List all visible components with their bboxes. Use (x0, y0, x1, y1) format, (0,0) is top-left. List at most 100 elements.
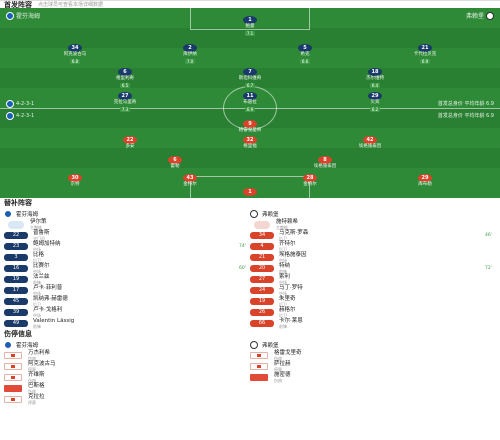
sub-player[interactable]: 20 特纳 前锋 72' (250, 263, 496, 274)
sub-info: 鲍姆加特纳 中场 (33, 241, 61, 252)
injury-item[interactable]: 萨拉赫 停赛 (250, 361, 496, 372)
sub-position: 中场 (33, 290, 41, 296)
home-player[interactable]: 29 贝宾 6.2 (350, 92, 400, 113)
home-player[interactable]: 27 克拉马里奇 7.3 (100, 92, 150, 113)
injury-item[interactable]: 阿克波古马 停赛 (4, 361, 250, 372)
home-player[interactable]: 5 希克 6.6 (280, 44, 330, 65)
home-player[interactable]: 21 卡代拉贝克 6.9 (400, 44, 450, 65)
sub-player[interactable]: 26 赫格尔 后卫 (250, 307, 496, 318)
away-player[interactable]: 28 金特尔 (285, 174, 335, 188)
subs-title: 替补阵容 (4, 199, 32, 207)
sub-player[interactable]: 45 凯纳弗·赫雷德 后卫 (4, 296, 250, 307)
sub-number: 49 (4, 320, 28, 327)
sub-number: 24 (250, 287, 274, 294)
sub-position: 中场 (33, 268, 41, 274)
sub-player[interactable]: 39 卢卡·戈格利 中场 (4, 307, 250, 318)
sub-position: 后卫 (279, 312, 287, 318)
sub-info: 索利 中场 (279, 274, 290, 285)
sub-name: 法兰兹 (33, 273, 50, 280)
home-injury-team: 霍芬海姆 (4, 339, 250, 350)
sub-player[interactable]: 66 卡尔·莱恩 前锋 (250, 318, 496, 329)
sub-number: 39 (4, 309, 28, 316)
home-player[interactable]: 6 格里利奇 6.5 (100, 68, 150, 89)
player-rating: 6.8 (69, 59, 81, 64)
injury-item[interactable]: 巴斯格 伤病 (4, 383, 250, 394)
away-player[interactable]: 30 京特 (50, 174, 100, 188)
away-team-tag[interactable]: 弗赖堡 (466, 11, 494, 20)
home-coach-row[interactable]: 霍芬海姆 (4, 208, 250, 219)
injuries-columns: 霍芬海姆 万杰利希 伤病 阿克波古马 停赛 齐维斯 伤病 巴斯格 伤病 克拉拉 停赛 弗赖… (0, 339, 500, 405)
away-coach[interactable]: 施特赖希 主教练 (250, 219, 496, 230)
player-number: 1 (243, 16, 257, 24)
player-rating: 6.4 (369, 83, 381, 88)
sub-number: 19 (250, 298, 274, 305)
injury-player: 施密德 (274, 371, 291, 378)
home-team-tag[interactable]: 霍芬海姆 (6, 11, 40, 20)
injury-item[interactable]: 万杰利希 伤病 (4, 350, 250, 361)
sub-info: 比格 后卫 (33, 252, 44, 263)
home-player[interactable]: 18 杰尔维特 6.4 (350, 68, 400, 89)
sub-number: 34 (250, 232, 274, 239)
player-name: 多安 (125, 144, 135, 149)
home-player[interactable]: 1 鲍曼 7.1 (225, 16, 275, 37)
away-injury-team: 弗赖堡 (250, 339, 496, 350)
player-name: 布雷拉 (243, 100, 257, 105)
player-name: 埃格施泰因 (313, 164, 337, 169)
player-number: 1 (243, 188, 257, 196)
injury-icon (250, 352, 268, 359)
sub-name: 卢卡·戈格利 (33, 306, 63, 313)
player-name: 希克 (300, 52, 310, 57)
player-name: 鲍曼 (245, 24, 255, 29)
away-player[interactable]: 43 金特尔 (165, 174, 215, 188)
away-player[interactable]: 29 库布勒 (400, 174, 450, 188)
sub-player[interactable]: 22 普鲁斯 守门员 (4, 230, 250, 241)
sub-player[interactable]: 16 比赛尔 中场 60' (4, 263, 250, 274)
home-team-name: 霍芬海姆 (16, 13, 41, 20)
away-player[interactable]: 1 (225, 188, 275, 196)
sub-player[interactable]: 4 齐特尔 后卫 (250, 241, 496, 252)
injury-item[interactable]: 齐维斯 伤病 (4, 372, 250, 383)
sub-player[interactable]: 24 马丁·罗特 中场 (250, 285, 496, 296)
away-player[interactable]: 8 埃格施泰因 (300, 156, 350, 170)
home-player[interactable]: 34 阿克波古马 6.8 (50, 44, 100, 65)
injury-item[interactable]: 格雷戈里奇 伤病 (250, 350, 496, 361)
player-number: 34 (68, 44, 82, 52)
injury-icon (4, 396, 22, 403)
away-player[interactable]: 22 多安 (105, 136, 155, 150)
away-player[interactable]: 42 埃格施泰因 (345, 136, 395, 150)
coach-info: 伊尔策 主教练 (30, 219, 47, 230)
home-player[interactable]: 2 库伊纳 7.0 (165, 44, 215, 65)
player-name: 斯坦科维奇 (238, 76, 262, 81)
sub-player[interactable]: 21 埃格施泰因 中场 (250, 252, 496, 263)
player-rating: 6.9 (419, 59, 431, 64)
player-number: 28 (303, 174, 317, 182)
sub-player[interactable]: 19 朱里奇 后卫 (250, 296, 496, 307)
away-player[interactable]: 6 霍勒 (150, 156, 200, 170)
player-rating: 7.3 (119, 107, 131, 112)
sub-player[interactable]: 17 卢卡·菲利普 中场 (4, 285, 250, 296)
home-coach[interactable]: 伊尔策 主教练 (4, 219, 250, 230)
injury-item[interactable]: 克拉拉 停赛 (4, 394, 250, 405)
home-injuries: 霍芬海姆 万杰利希 伤病 阿克波古马 停赛 齐维斯 伤病 巴斯格 伤病 克拉拉 停赛 (4, 339, 250, 405)
sub-name: 卢卡·菲利普 (33, 284, 63, 291)
sub-player[interactable]: 19 法兰兹 前锋 (4, 274, 250, 285)
away-player[interactable]: 9 格雷戈里奇 (225, 120, 275, 134)
player-name: 埃格施泰因 (358, 144, 382, 149)
sub-player[interactable]: 34 马克斯·罗森 后卫 46' (250, 230, 496, 241)
injury-item[interactable]: 施密德 伤病 (250, 372, 496, 383)
sub-player[interactable]: 49 Valentin Lässig 前锋 (4, 318, 250, 329)
pitch-stripe (0, 148, 500, 168)
sub-info: 特纳 前锋 (279, 263, 290, 274)
home-player[interactable]: 11 布雷拉 6.9 (225, 92, 275, 113)
home-player[interactable]: 7 斯坦科维奇 6.7 (225, 68, 275, 89)
injury-icon (250, 363, 268, 370)
sub-player[interactable]: 27 索利 中场 (250, 274, 496, 285)
home-team-logo (4, 209, 12, 218)
injury-reason: 伤病 (28, 377, 36, 383)
sub-player[interactable]: 23 鲍姆加特纳 中场 74' (4, 241, 250, 252)
away-coach-row[interactable]: 弗赖堡 (250, 208, 496, 219)
sub-player[interactable]: 3 比格 后卫 (4, 252, 250, 263)
sub-name: 埃格施泰因 (279, 251, 307, 258)
away-player[interactable]: 32 格里福 (225, 136, 275, 150)
sub-number: 27 (250, 276, 274, 283)
